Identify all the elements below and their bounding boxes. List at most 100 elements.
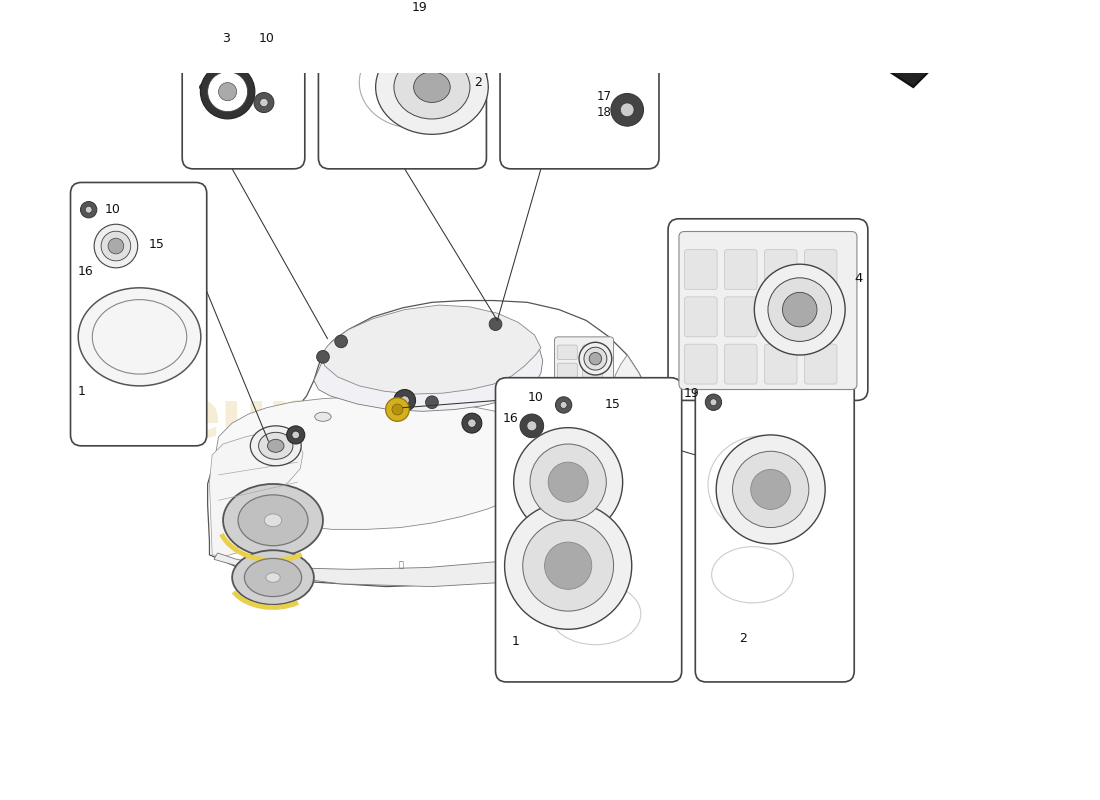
FancyBboxPatch shape — [725, 297, 757, 337]
FancyBboxPatch shape — [684, 297, 717, 337]
Circle shape — [392, 404, 403, 415]
Text: 2: 2 — [474, 76, 482, 89]
Circle shape — [426, 396, 438, 409]
Polygon shape — [212, 397, 548, 530]
Polygon shape — [209, 432, 302, 557]
Text: 16: 16 — [78, 265, 94, 278]
FancyBboxPatch shape — [318, 0, 486, 169]
Circle shape — [544, 542, 592, 590]
Ellipse shape — [516, 12, 584, 71]
Circle shape — [530, 444, 606, 520]
Circle shape — [219, 82, 236, 101]
Circle shape — [517, 393, 547, 422]
FancyBboxPatch shape — [695, 378, 855, 682]
Text: 1: 1 — [78, 385, 86, 398]
FancyBboxPatch shape — [684, 250, 717, 290]
Text: 17: 17 — [540, 0, 557, 1]
FancyBboxPatch shape — [183, 10, 305, 169]
Circle shape — [254, 93, 274, 113]
Text: 10: 10 — [104, 203, 121, 216]
Circle shape — [490, 318, 502, 330]
Circle shape — [468, 419, 476, 427]
Polygon shape — [208, 301, 661, 586]
Ellipse shape — [232, 550, 314, 605]
Circle shape — [108, 238, 124, 254]
Circle shape — [507, 405, 520, 418]
Circle shape — [95, 224, 138, 268]
Ellipse shape — [375, 40, 488, 134]
Ellipse shape — [528, 22, 572, 61]
Text: 10: 10 — [258, 33, 275, 46]
Text: a part of euroimages since 1985: a part of euroimages since 1985 — [227, 490, 565, 510]
Ellipse shape — [587, 524, 603, 534]
Circle shape — [200, 65, 255, 119]
Circle shape — [527, 421, 537, 431]
Circle shape — [584, 347, 607, 370]
Circle shape — [562, 13, 584, 34]
FancyBboxPatch shape — [764, 250, 798, 290]
FancyBboxPatch shape — [558, 345, 578, 359]
Ellipse shape — [244, 558, 301, 597]
Ellipse shape — [238, 495, 308, 546]
Circle shape — [400, 396, 409, 405]
Circle shape — [610, 94, 643, 126]
Circle shape — [514, 428, 623, 537]
Ellipse shape — [512, 458, 610, 527]
Ellipse shape — [394, 55, 470, 119]
Circle shape — [560, 402, 568, 408]
Polygon shape — [829, 10, 936, 87]
FancyBboxPatch shape — [804, 344, 837, 384]
Polygon shape — [321, 305, 541, 394]
Text: 1: 1 — [512, 634, 519, 647]
Circle shape — [750, 470, 791, 510]
Text: 19: 19 — [684, 386, 700, 400]
FancyBboxPatch shape — [70, 182, 207, 446]
Circle shape — [260, 98, 268, 106]
Circle shape — [768, 278, 832, 342]
FancyBboxPatch shape — [725, 250, 757, 290]
FancyBboxPatch shape — [500, 0, 659, 169]
FancyBboxPatch shape — [583, 363, 603, 378]
Circle shape — [85, 206, 92, 213]
Ellipse shape — [414, 72, 450, 102]
FancyBboxPatch shape — [679, 231, 857, 390]
Text: 18: 18 — [571, 0, 587, 1]
Circle shape — [522, 520, 614, 611]
Ellipse shape — [266, 573, 280, 582]
FancyBboxPatch shape — [554, 337, 614, 381]
Text: 𝒎: 𝒎 — [398, 561, 404, 570]
Polygon shape — [612, 355, 652, 455]
FancyBboxPatch shape — [583, 345, 603, 359]
Circle shape — [462, 413, 482, 433]
Circle shape — [317, 350, 329, 363]
Circle shape — [520, 414, 543, 438]
Ellipse shape — [315, 412, 331, 422]
Ellipse shape — [258, 432, 293, 459]
Circle shape — [101, 231, 131, 261]
Ellipse shape — [267, 439, 284, 452]
FancyBboxPatch shape — [495, 378, 682, 682]
Text: 18: 18 — [597, 106, 612, 119]
Circle shape — [526, 402, 538, 414]
Text: euroimages: euroimages — [175, 386, 616, 452]
Circle shape — [292, 431, 299, 438]
FancyBboxPatch shape — [764, 344, 798, 384]
Circle shape — [337, 0, 355, 16]
Ellipse shape — [552, 487, 570, 499]
Text: 16: 16 — [503, 412, 518, 425]
Circle shape — [287, 426, 305, 444]
Text: 15: 15 — [605, 398, 620, 411]
Ellipse shape — [526, 469, 596, 518]
Ellipse shape — [539, 33, 561, 50]
Circle shape — [590, 353, 602, 365]
Ellipse shape — [251, 426, 301, 466]
Text: 17: 17 — [597, 90, 612, 102]
Circle shape — [710, 399, 717, 406]
Polygon shape — [214, 541, 595, 586]
Circle shape — [733, 451, 808, 527]
FancyBboxPatch shape — [684, 344, 717, 384]
Circle shape — [505, 502, 631, 630]
Text: 10: 10 — [527, 391, 543, 404]
Text: 15: 15 — [148, 238, 165, 250]
Circle shape — [208, 72, 248, 112]
